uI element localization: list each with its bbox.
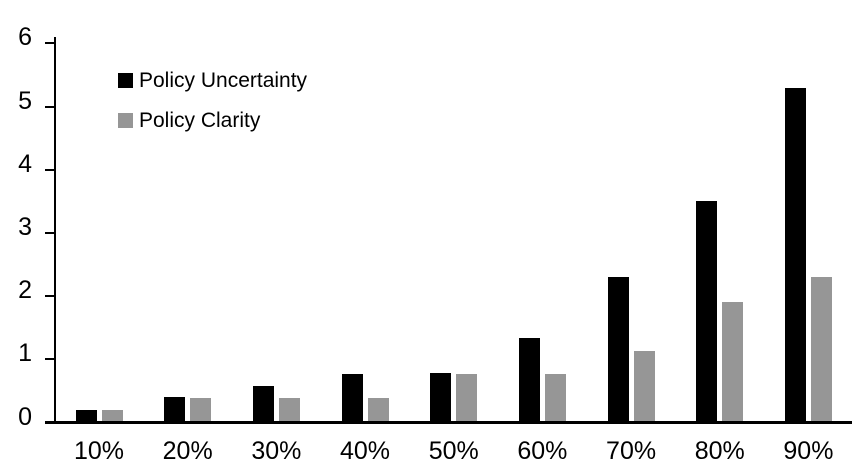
bar-uncertainty-20% (164, 397, 186, 423)
legend-label-policy-uncertainty: Policy Uncertainty (139, 68, 308, 92)
x-axis-tick-label: 60% (517, 437, 568, 465)
x-axis-tick-label: 90% (783, 437, 834, 465)
y-axis-tick (45, 295, 54, 298)
x-axis-tick-label: 80% (694, 437, 745, 465)
x-axis-tick-label: 50% (428, 437, 479, 465)
legend-label-policy-clarity: Policy Clarity (139, 108, 261, 132)
y-axis-tick-label: 3 (18, 212, 32, 241)
x-axis-line (45, 421, 852, 424)
y-axis-tick (45, 231, 54, 234)
x-axis-tick-label: 30% (251, 437, 302, 465)
bar-uncertainty-40% (341, 373, 363, 423)
y-axis-tick-label: 5 (18, 86, 32, 115)
y-axis-tick (45, 358, 54, 361)
legend-item-policy-clarity: Policy Clarity (118, 106, 307, 134)
bar-uncertainty-90% (784, 87, 806, 423)
x-axis-tick-label: 70% (606, 437, 657, 465)
y-axis-tick-label: 0 (18, 402, 32, 431)
legend-item-policy-uncertainty: Policy Uncertainty (118, 66, 307, 94)
bar-clarity-20% (190, 398, 212, 423)
bar-clarity-60% (544, 373, 566, 423)
bar-uncertainty-70% (607, 277, 629, 423)
bar-clarity-90% (810, 277, 832, 423)
x-axis-tick-label: 40% (340, 437, 391, 465)
legend-swatch-black-icon (118, 72, 133, 88)
legend-swatch-gray-icon (118, 112, 133, 128)
x-axis-tick-label: 20% (162, 437, 213, 465)
y-axis-tick (45, 105, 54, 108)
bar-uncertainty-10% (75, 409, 97, 423)
bar-clarity-70% (633, 351, 655, 423)
bar-clarity-80% (722, 302, 744, 423)
legend: Policy Uncertainty Policy Clarity (118, 66, 307, 146)
y-axis-tick-label: 4 (18, 149, 32, 178)
bar-uncertainty-50% (430, 373, 452, 423)
bar-clarity-50% (456, 373, 478, 423)
bar-clarity-40% (367, 398, 389, 423)
bar-uncertainty-60% (518, 338, 540, 423)
bar-clarity-10% (101, 409, 123, 423)
y-axis-line (54, 37, 56, 424)
y-axis-tick (45, 168, 54, 171)
y-axis-tick-label: 2 (18, 276, 32, 305)
y-axis-tick-label: 1 (18, 339, 32, 368)
x-axis-tick-label: 10% (73, 437, 125, 465)
bar-uncertainty-30% (252, 386, 274, 423)
y-axis-tick (45, 42, 54, 45)
y-axis-tick-label: 6 (18, 23, 32, 52)
bar-clarity-30% (278, 398, 300, 423)
bar-uncertainty-80% (696, 201, 718, 423)
